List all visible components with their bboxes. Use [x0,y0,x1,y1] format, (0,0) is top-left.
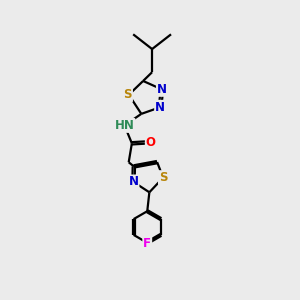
Text: N: N [128,176,139,188]
Text: O: O [146,136,156,149]
Text: N: N [155,101,165,114]
Text: F: F [143,237,151,250]
Text: HN: HN [115,119,134,132]
Text: N: N [157,83,167,96]
Text: S: S [159,171,167,184]
Text: S: S [124,88,132,101]
